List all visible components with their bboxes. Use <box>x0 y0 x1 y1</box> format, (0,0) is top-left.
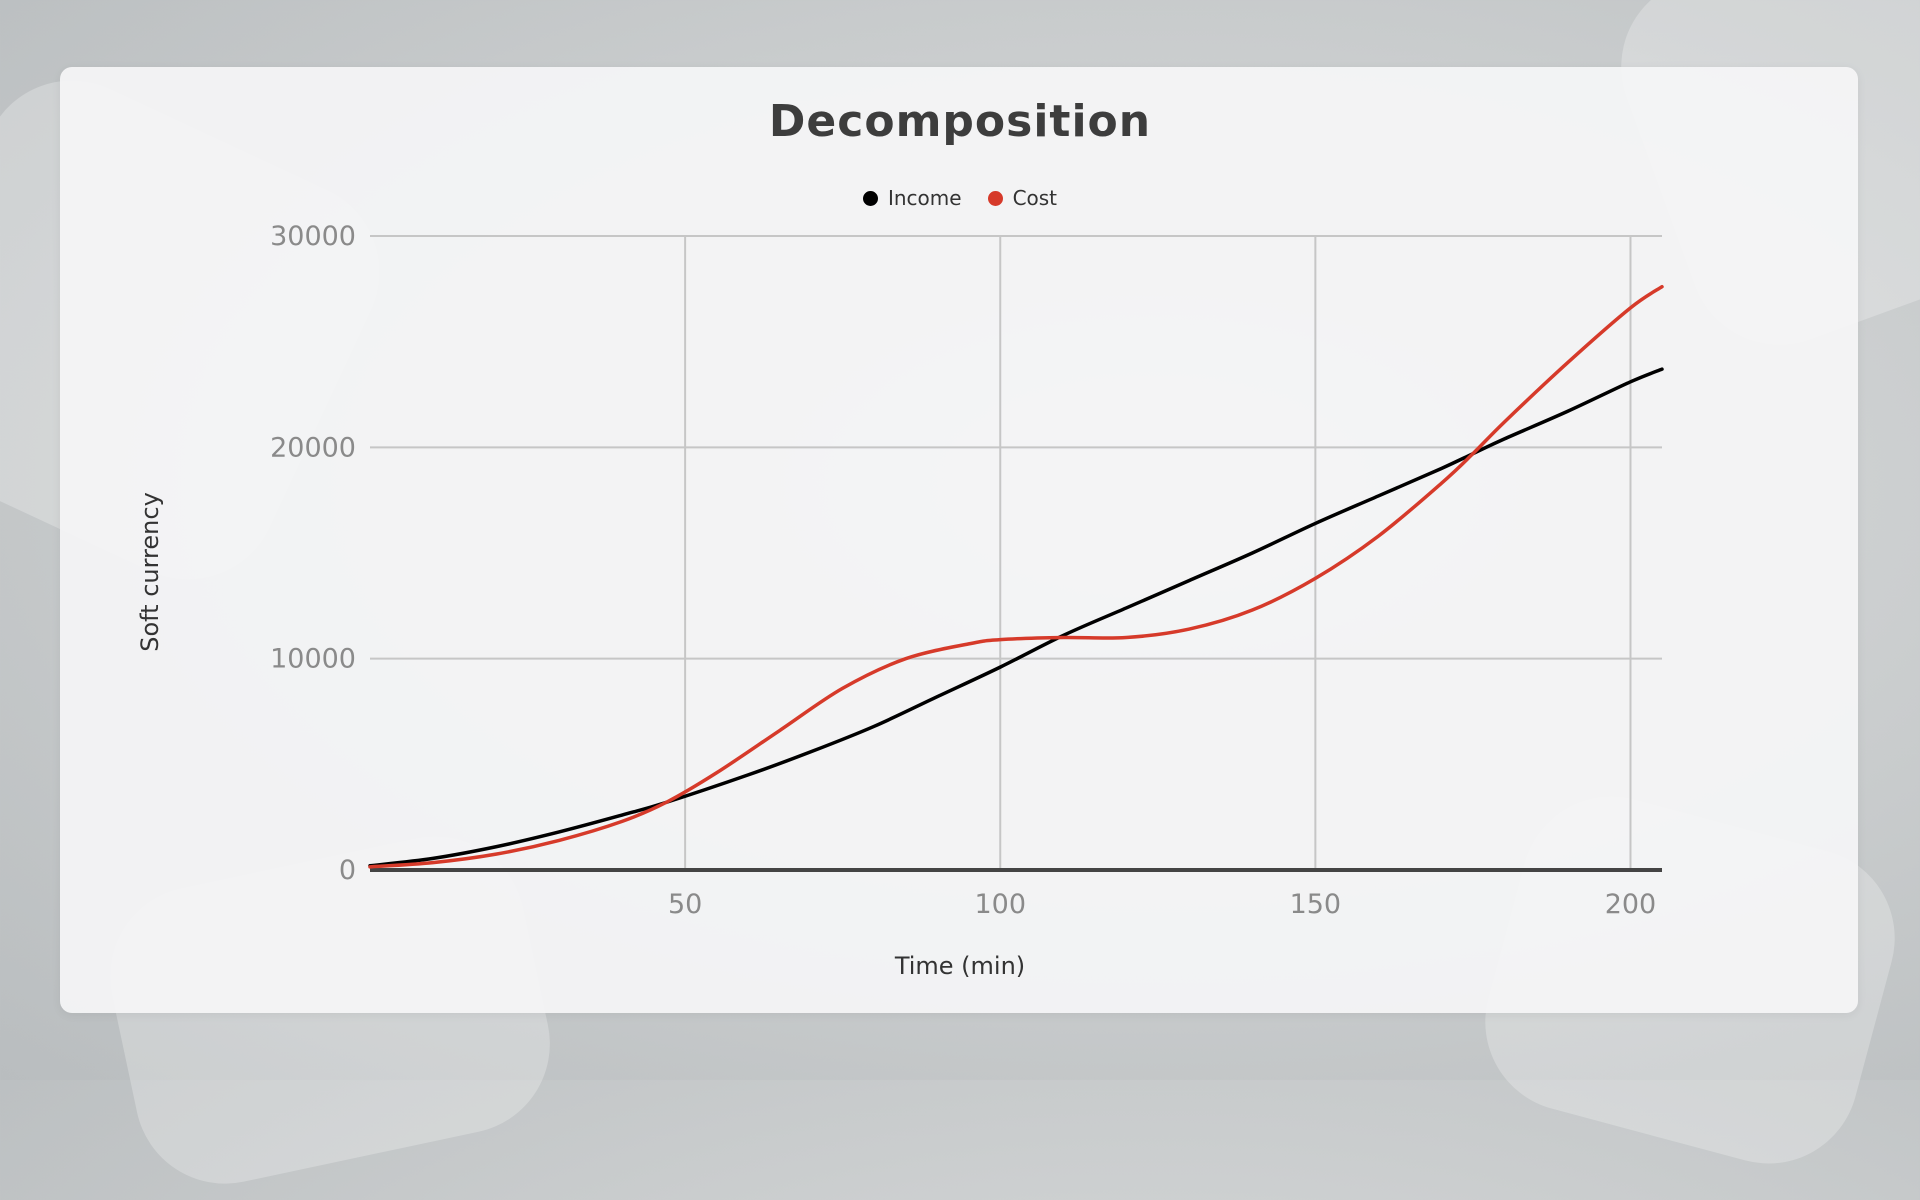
y-tick-label: 10000 <box>270 644 356 675</box>
legend-label-income: Income <box>887 186 962 210</box>
y-tick-label: 0 <box>339 855 356 886</box>
legend-marker-cost <box>987 190 1003 206</box>
line-chart: 0 10000 20000 30000 50 100 150 200 <box>270 221 1664 920</box>
legend-label-cost: Cost <box>1012 186 1058 210</box>
chart-legend: Income Cost <box>0 186 1920 210</box>
series-line-cost <box>368 284 1664 869</box>
y-tick-label: 20000 <box>270 432 356 463</box>
x-axis-label: Time (min) <box>894 952 1026 980</box>
y-tick-label: 30000 <box>270 221 356 252</box>
legend-item-cost: Cost <box>987 186 1058 210</box>
x-tick-label: 200 <box>1605 889 1657 920</box>
x-tick-label: 150 <box>1290 889 1342 920</box>
legend-marker-income <box>862 190 878 206</box>
legend-item-income: Income <box>862 186 962 210</box>
chart-title: Decomposition <box>768 96 1152 147</box>
chart-card <box>60 67 1858 1013</box>
series-line-income <box>368 367 1664 868</box>
x-tick-label: 50 <box>668 889 702 920</box>
x-tick-label: 100 <box>974 889 1026 920</box>
